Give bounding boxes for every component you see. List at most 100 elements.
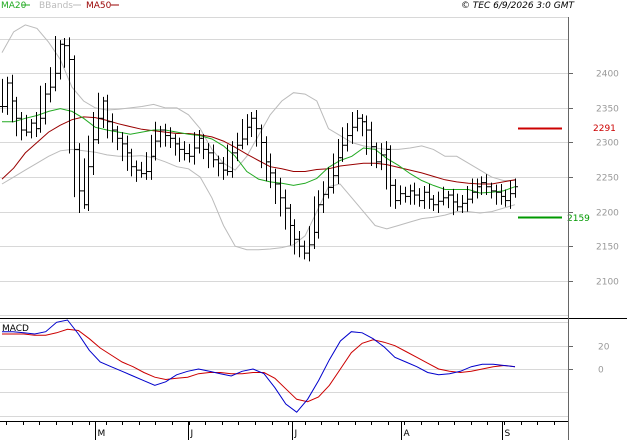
price-bar	[187, 143, 192, 163]
price-bar	[48, 67, 53, 103]
bband-lower-line	[1, 148, 516, 251]
price-bar	[417, 188, 422, 207]
price-bar	[240, 118, 245, 150]
price-bar	[29, 118, 34, 139]
price-bar	[475, 178, 480, 199]
marker-2291-label: 2291	[593, 124, 616, 134]
price-bar	[245, 114, 250, 146]
price-y-tick-label: 2100	[596, 278, 619, 288]
marker-2159-label: 2159	[567, 214, 590, 224]
chart-timestamp: © TEC 6/9/2026 3:0 GMT	[461, 1, 576, 11]
price-bar	[288, 204, 293, 246]
price-bar	[197, 130, 202, 154]
price-bar	[393, 179, 398, 209]
price-bar	[388, 145, 393, 207]
price-bar	[273, 168, 278, 205]
price-bar	[494, 184, 499, 205]
price-bar	[460, 195, 465, 214]
price-bar	[455, 193, 460, 211]
price-bar	[82, 158, 87, 209]
price-bar	[427, 183, 432, 209]
price-bar	[292, 219, 297, 255]
price-bar	[230, 141, 235, 178]
price-bar	[379, 143, 384, 171]
price-bar	[374, 142, 379, 169]
macd-y-tick-label: 0	[598, 366, 604, 376]
price-bar	[283, 189, 288, 230]
price-bar	[316, 190, 321, 239]
macd-signal-line	[2, 328, 516, 403]
price-bar	[115, 125, 120, 151]
ma20-line	[2, 108, 516, 194]
price-bar	[67, 37, 72, 154]
price-y-tick-label: 2250	[596, 174, 619, 184]
price-bar	[62, 38, 67, 68]
price-bar	[14, 96, 19, 137]
price-bar	[431, 195, 436, 211]
x-tick-label: M	[98, 429, 106, 439]
price-bar	[307, 226, 312, 262]
price-bar	[91, 112, 96, 175]
price-y-ticks: 2400 2350 2300 2250 2200 2150 2100	[568, 70, 619, 288]
price-bar	[398, 185, 403, 205]
price-bar	[77, 143, 82, 214]
chart-header: MA20 BBands MA50 © TEC 6/9/2026 3:0 GMT	[1, 1, 575, 11]
price-bar	[369, 121, 374, 166]
bollinger-bands	[1, 24, 516, 251]
price-bar	[0, 78, 5, 113]
price-bar	[489, 182, 494, 199]
price-bar	[326, 167, 331, 199]
price-bar	[5, 76, 10, 115]
price-bar	[465, 186, 470, 212]
price-bar	[508, 180, 513, 209]
legend-bbands: BBands	[39, 1, 73, 11]
ma50-line	[1, 116, 516, 185]
price-bar	[72, 55, 77, 198]
price-y-tick-label: 2350	[596, 105, 619, 115]
price-bar	[254, 109, 259, 147]
price-y-tick-label: 2150	[596, 243, 619, 253]
price-bar	[206, 143, 211, 169]
price-bar	[268, 153, 273, 189]
price-bar	[24, 114, 29, 137]
price-bar	[110, 113, 115, 143]
price-bar	[513, 178, 518, 198]
price-y-tick-label: 2200	[596, 209, 619, 219]
price-bar	[278, 177, 283, 217]
x-tick-label: J	[190, 429, 194, 439]
price-bar	[139, 161, 144, 178]
price-y-tick-label: 2300	[596, 139, 619, 149]
price-bar	[484, 174, 489, 196]
price-bar	[264, 136, 269, 182]
price-bar	[168, 127, 173, 149]
price-bar	[259, 124, 264, 169]
price-bar	[340, 127, 345, 162]
price-bar	[412, 182, 417, 205]
price-bar	[479, 176, 484, 196]
price-bar	[158, 125, 163, 148]
price-bar	[96, 92, 101, 144]
macd-panel: 20 0 MACD	[0, 318, 627, 417]
price-y-tick-label: 2400	[596, 70, 619, 80]
price-bar	[297, 231, 302, 258]
price-bar	[120, 132, 125, 162]
price-bar	[105, 94, 110, 139]
price-bar	[403, 186, 408, 203]
price-bar	[53, 35, 58, 92]
price-bar	[321, 181, 326, 214]
price-bar	[43, 83, 48, 125]
x-tick-label: S	[505, 429, 511, 439]
price-bar	[350, 112, 355, 144]
price-bar	[249, 112, 254, 137]
price-level-markers: 2291 2159	[518, 124, 616, 224]
x-tick-label: A	[404, 429, 411, 439]
price-bar	[499, 183, 504, 205]
price-bar	[216, 155, 221, 177]
price-bar	[182, 141, 187, 161]
price-bar	[129, 148, 134, 177]
legend-ma50: MA50	[86, 1, 112, 11]
price-bar	[163, 123, 168, 147]
price-bar	[470, 178, 475, 204]
price-bars	[0, 35, 518, 262]
